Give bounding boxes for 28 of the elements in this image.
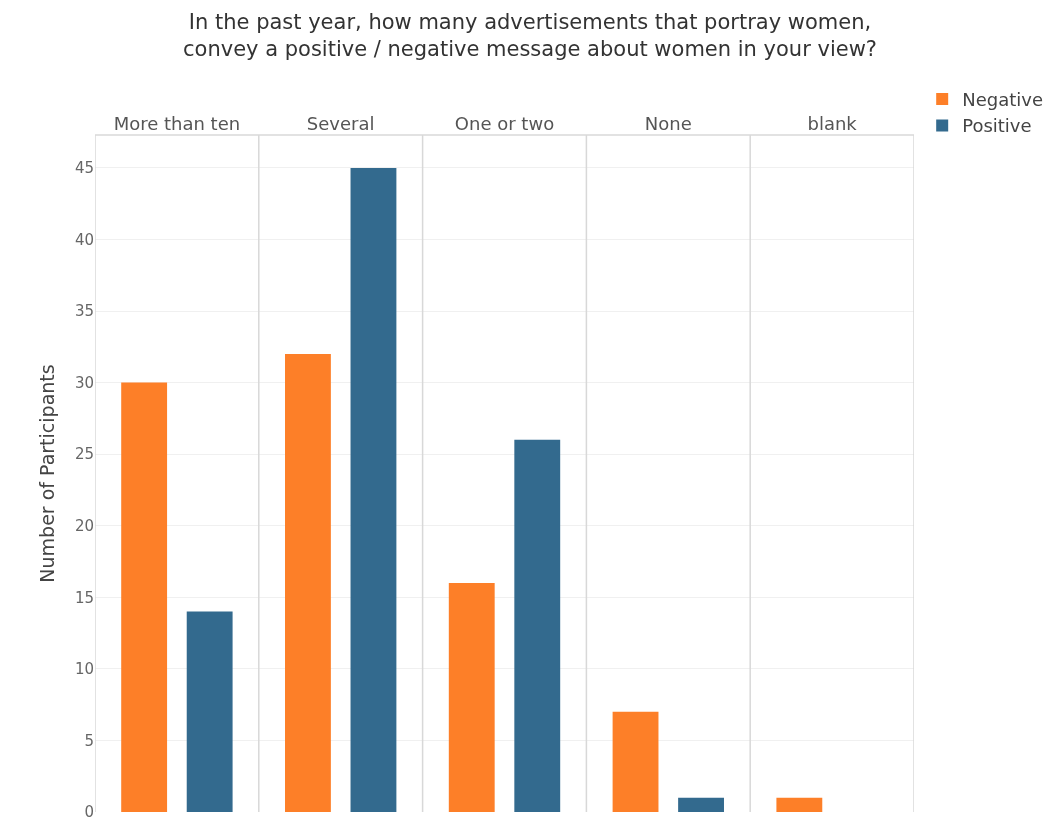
x-tick-label: More than ten xyxy=(113,113,241,135)
bar xyxy=(612,711,659,812)
y-tick-label: 35 xyxy=(74,302,94,321)
bar xyxy=(285,353,331,812)
bar xyxy=(121,382,168,812)
x-tick-label: None xyxy=(644,113,692,135)
bar xyxy=(678,797,724,812)
bar xyxy=(448,582,495,812)
y-tick-label: 10 xyxy=(74,660,94,679)
bar xyxy=(186,611,233,812)
bar xyxy=(776,797,823,812)
legend-label: Positive xyxy=(962,115,1032,137)
y-tick-label: 40 xyxy=(74,230,94,249)
y-tick-label: 15 xyxy=(74,588,94,607)
x-tick-label: blank xyxy=(807,113,858,135)
chart-title: In the past year, how many advertisements that portray women, convey a positive / negative message about women in your view? xyxy=(183,10,877,62)
x-tick-label: One or two xyxy=(454,113,555,135)
y-tick-label: 45 xyxy=(74,159,94,178)
y-tick-label: 25 xyxy=(74,445,94,464)
y-axis-title: Number of Participants xyxy=(35,364,58,583)
x-tick-label: Several xyxy=(306,113,375,135)
bar xyxy=(350,167,397,812)
y-tick-label: 20 xyxy=(74,516,94,535)
bar xyxy=(514,439,561,812)
y-tick-label: 5 xyxy=(84,731,94,750)
legend-label: Negative xyxy=(962,89,1043,111)
y-tick-label: 30 xyxy=(74,373,94,392)
y-tick-label: 0 xyxy=(84,803,94,822)
